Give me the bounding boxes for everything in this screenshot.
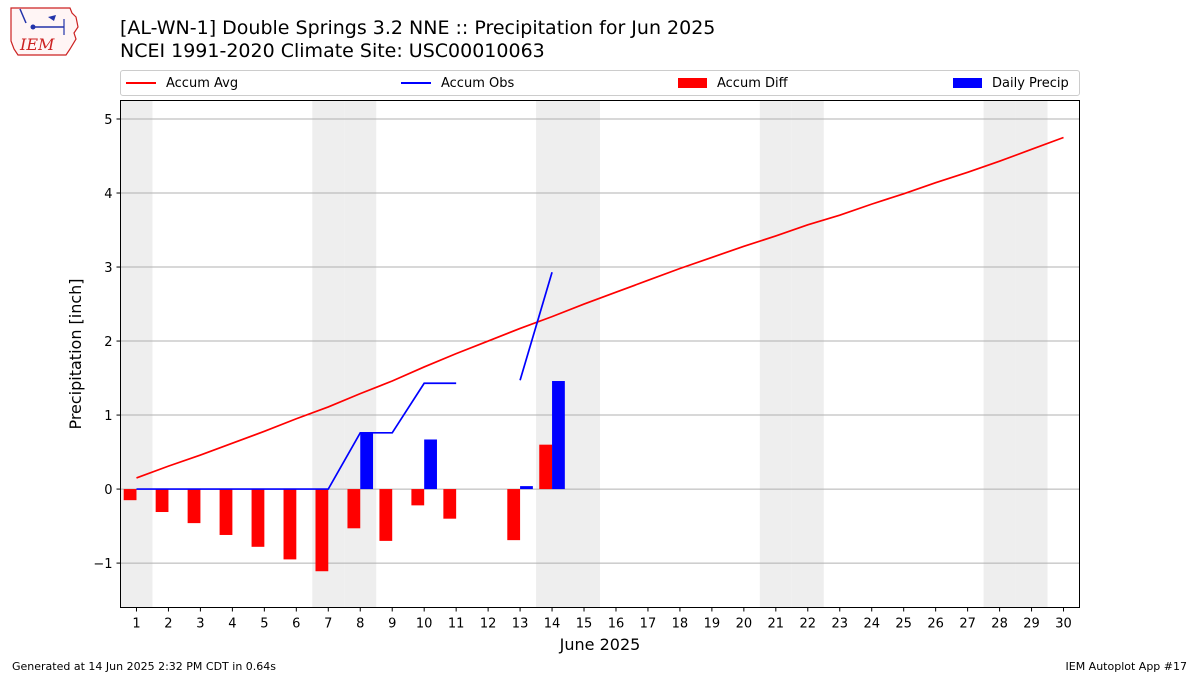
x-tick-label-21: 21 <box>768 617 785 632</box>
y-tick-label-3: 3 <box>104 261 112 276</box>
accum-diff-bar-9 <box>379 489 393 541</box>
x-tick-label-24: 24 <box>863 617 880 632</box>
accum-diff-bar-6 <box>283 489 297 560</box>
plot-frame <box>120 100 1080 608</box>
x-tick-label-13: 13 <box>512 617 529 632</box>
accum-diff-bar-14 <box>539 444 553 490</box>
x-tick-label-30: 30 <box>1055 617 1072 632</box>
x-tick-label-5: 5 <box>260 617 268 632</box>
x-tick-label-16: 16 <box>608 617 625 632</box>
accum-diff-bar-7 <box>315 489 329 572</box>
y-axis-label: Precipitation [inch] <box>66 278 85 429</box>
x-tick-label-3: 3 <box>196 617 204 632</box>
weekend-band-21 <box>759 100 792 608</box>
accum-diff-bar-1 <box>123 489 137 501</box>
weekend-band-14 <box>536 100 569 608</box>
accum-diff-bar-11 <box>443 489 457 519</box>
accum-diff-bar-8 <box>347 489 361 529</box>
x-tick-label-12: 12 <box>480 617 497 632</box>
x-tick-label-6: 6 <box>292 617 300 632</box>
x-tick-label-1: 1 <box>132 617 140 632</box>
legend-swatch-daily-precip <box>953 78 982 88</box>
daily-precip-bar-10 <box>424 439 437 490</box>
weekend-band-8 <box>344 100 377 608</box>
x-tick-label-15: 15 <box>576 617 593 632</box>
x-tick-label-18: 18 <box>672 617 689 632</box>
weekend-band-1 <box>120 100 153 608</box>
y-tick-label-2: 2 <box>104 335 112 350</box>
weekend-band-29 <box>1015 100 1048 608</box>
accum-obs-line-0 <box>136 382 457 490</box>
accum-diff-bar-5 <box>251 489 265 547</box>
accum-obs-line-1 <box>519 271 553 381</box>
legend-item-accum-avg: Accum Avg <box>126 74 238 92</box>
chart-title: [AL-WN-1] Double Springs 3.2 NNE :: Prec… <box>120 17 716 39</box>
x-tick-label-7: 7 <box>324 617 332 632</box>
x-tick-label-11: 11 <box>448 617 465 632</box>
accum-diff-bar-4 <box>219 489 233 535</box>
legend-label-accum-diff: Accum Diff <box>717 75 788 91</box>
x-tick-label-27: 27 <box>959 617 976 632</box>
legend-item-accum-diff: Accum Diff <box>678 74 788 92</box>
x-tick-label-4: 4 <box>228 617 236 632</box>
legend-swatch-accum-diff <box>678 78 707 88</box>
footer-app: IEM Autoplot App #17 <box>1065 660 1188 673</box>
y-tick-label-1: 1 <box>104 409 112 424</box>
weekend-band-22 <box>791 100 824 608</box>
x-tick-label-23: 23 <box>831 617 848 632</box>
accum-diff-bar-10 <box>411 489 425 506</box>
rain-gauge <box>30 24 36 30</box>
x-tick-label-17: 17 <box>640 617 657 632</box>
weekend-band-15 <box>568 100 600 608</box>
daily-precip-bar-8 <box>360 432 374 490</box>
y-tick-label-0: 0 <box>104 483 112 498</box>
accum-diff-bar-13 <box>507 489 521 541</box>
legend-label-accum-avg: Accum Avg <box>166 75 239 91</box>
weather-vane <box>19 8 27 24</box>
accum-avg-line-0 <box>136 136 1064 479</box>
chart-subtitle: NCEI 1991-2020 Climate Site: USC00010063 <box>120 40 545 62</box>
y-tick-label--1: −1 <box>93 557 112 572</box>
x-tick-label-28: 28 <box>991 617 1008 632</box>
x-tick-label-22: 22 <box>800 617 817 632</box>
x-tick-label-26: 26 <box>927 617 944 632</box>
x-tick-label-29: 29 <box>1023 617 1040 632</box>
accum-diff-bar-2 <box>155 489 169 513</box>
x-tick-label-9: 9 <box>388 617 396 632</box>
legend-label-accum-obs: Accum Obs <box>441 75 515 91</box>
x-tick-label-10: 10 <box>416 617 433 632</box>
x-tick-label-25: 25 <box>895 617 912 632</box>
footer-generated: Generated at 14 Jun 2025 2:32 PM CDT in … <box>12 660 277 673</box>
wind-sock <box>48 15 56 21</box>
daily-precip-bar-13 <box>520 486 533 490</box>
x-tick-label-20: 20 <box>736 617 753 632</box>
iem-logo: IEM <box>10 7 79 56</box>
legend-swatch-accum-obs <box>401 82 431 84</box>
x-axis-label: June 2025 <box>559 635 641 654</box>
iowa-outline <box>10 7 79 56</box>
legend-label-daily-precip: Daily Precip <box>992 75 1069 91</box>
accum-diff-bar-3 <box>187 489 201 524</box>
legend-item-daily-precip: Daily Precip <box>953 74 1069 92</box>
legend-item-accum-obs: Accum Obs <box>401 74 514 92</box>
y-tick-label-4: 4 <box>104 187 112 202</box>
y-tick-label-5: 5 <box>104 113 112 128</box>
logo-text: IEM <box>19 35 55 54</box>
x-tick-label-14: 14 <box>544 617 561 632</box>
legend-swatch-accum-avg <box>126 82 156 84</box>
daily-precip-bar-14 <box>552 381 565 490</box>
x-tick-label-8: 8 <box>356 617 364 632</box>
x-tick-label-19: 19 <box>704 617 721 632</box>
weekend-band-28 <box>983 100 1016 608</box>
legend: Accum Avg Accum Obs Accum Diff Daily Pre… <box>120 70 1080 96</box>
x-tick-label-2: 2 <box>164 617 172 632</box>
